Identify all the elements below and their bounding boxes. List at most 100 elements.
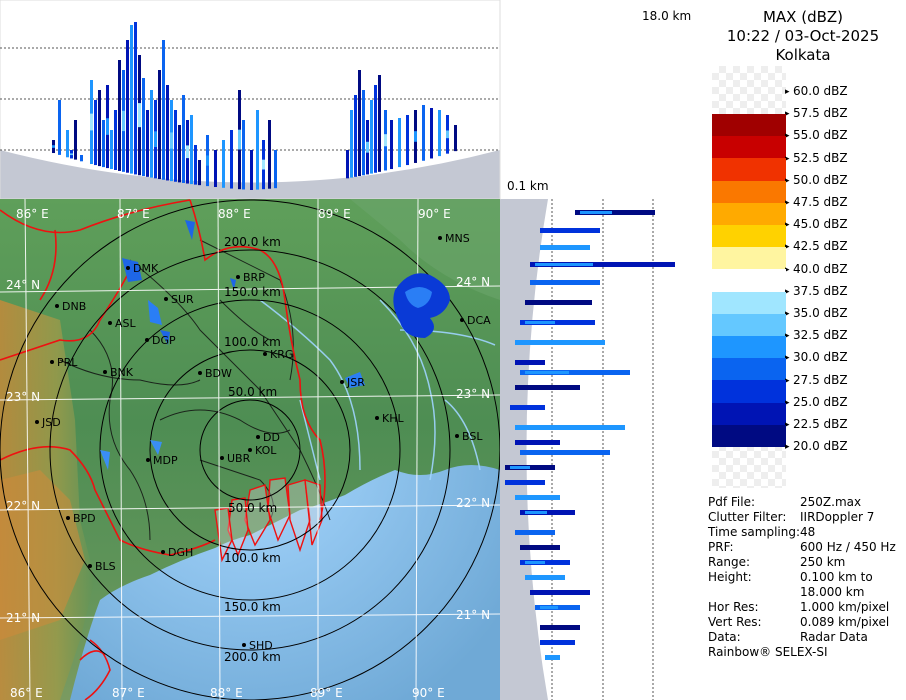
top-echo-core [52,145,55,148]
legend-label: 52.5 dBZ [785,151,848,166]
metadata-key: Data: [708,630,741,644]
lat-label-left: 21° N [6,611,40,625]
city-dot [66,516,70,520]
lat-label-right: 24° N [456,275,490,289]
side-echo-core [520,426,564,429]
legend-label: 35.0 dBZ [785,306,848,321]
top-echo-column [222,140,225,188]
metadata-key: Pdf File: [708,495,756,509]
footer-brand: Rainbow® SELEX-SI [708,645,828,659]
top-echo-column [422,105,425,161]
lat-label-right: 21° N [456,608,490,622]
city-label: KRG [270,348,293,361]
city-dot [256,435,260,439]
lon-label-top: 88° E [218,207,251,221]
top-echo-column [198,160,201,186]
lon-label-top: 89° E [318,207,351,221]
top-echo-column [242,120,245,190]
range-label: 100.0 km [224,335,281,349]
top-echo-column [58,100,61,155]
top-echo-column [118,60,121,171]
side-echo-bar [515,340,605,345]
city-dot [438,236,442,240]
city-label: PRL [57,356,78,369]
metadata-key: Hor Res: [708,600,759,614]
datetime: 10:22 / 03-Oct-2025 [726,27,880,45]
legend-label: 50.0 dBZ [785,173,848,188]
top-echo-column [166,85,169,181]
side-echo-core [540,606,558,609]
city-dot [242,643,246,647]
city-dot [126,266,130,270]
side-echo-bar [520,370,630,375]
top-echo-column [190,115,193,185]
legend-swatch [712,247,786,270]
metadata-value: 250Z.max [800,495,862,509]
top-echo-core [154,131,157,148]
radar-svg: MNS BRP DMK SUR DNB ASL DGP KRG DCA PRL BNK BDW JSR K… [0,0,692,700]
top-echo-column [214,150,217,188]
legend-label: 60.0 dBZ [785,84,848,99]
legend-swatch [712,291,786,315]
top-echo-column [250,150,253,190]
city-dot [375,416,379,420]
side-echo-bar [515,495,560,500]
legend-swatch [712,313,786,337]
city-label: DMK [133,262,159,275]
metadata-row: Height: 0.100 km to [708,570,873,585]
legend-label: 47.5 dBZ [785,195,848,210]
top-echo-column [94,100,97,166]
range-label: 50.0 km [228,385,277,399]
city-dot [145,338,149,342]
legend-label: 25.0 dBZ [785,395,848,410]
legend-swatch [712,402,786,426]
side-echo-core [580,211,612,214]
legend-swatch [712,202,786,226]
legend-swatch [712,136,786,159]
city-label: DNB [62,300,86,313]
lon-label-bottom: 89° E [310,686,343,700]
top-echo-core [122,110,125,132]
metadata-value: 250 km [800,555,846,569]
legend-label: 37.5 dBZ [785,284,848,299]
lon-label-top: 86° E [16,207,49,221]
top-echo-column [126,40,129,173]
top-echo-column [98,90,101,167]
side-echo-core [550,656,556,659]
side-echo-bar [530,280,600,285]
top-echo-column [80,155,83,162]
legend-swatch [712,424,786,448]
metadata-key: Range: [708,555,751,569]
top-section-echoes [52,22,457,190]
metadata-value: IIRDoppler 7 [800,510,875,524]
top-echo-core [70,153,73,156]
top-echo-column [358,70,361,177]
top-echo-column [150,90,153,178]
top-echo-column [454,125,457,152]
metadata-row: Time sampling: 48 [708,525,815,540]
top-echo-column [438,110,441,157]
side-echo-bar [520,510,575,515]
top-echo-column [102,120,105,168]
lat-label-right: 22° N [456,496,490,510]
top-echo-column [66,130,69,158]
city-label: JSR [346,376,365,389]
side-echo-core [525,371,569,374]
metadata-row: Pdf File: 250Z.max [708,495,861,510]
city-label: SHD [249,639,273,652]
city-dot [50,360,54,364]
top-echo-core [384,134,387,147]
top-echo-column [182,95,185,183]
legend-label: 42.5 dBZ [785,239,848,254]
city-dot [88,564,92,568]
side-echo-bar [540,625,580,630]
city-dot [146,458,150,462]
city-label: JSD [41,416,61,429]
top-echo-core [366,141,369,153]
metadata-row: Vert Res: 0.089 km/pixel [708,615,889,630]
top-echo-column [390,120,393,170]
legend-label: 40.0 dBZ [785,262,848,277]
side-echo-core [535,263,593,266]
info-panel: MAX (dBZ) 10:22 / 03-Oct-2025 Kolkata 60… [700,0,906,700]
side-echo-bar [540,640,575,645]
